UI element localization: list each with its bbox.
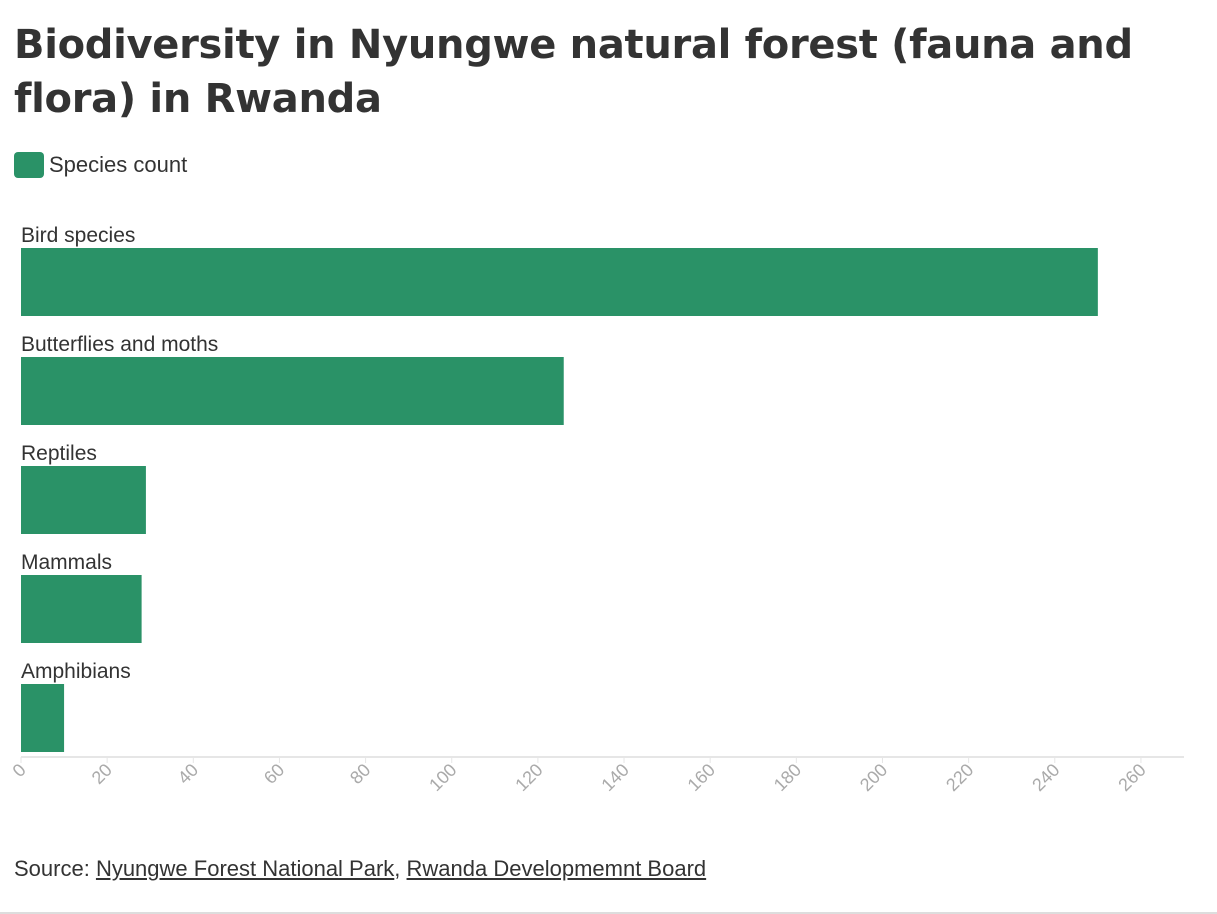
bar[interactable] [21,684,65,752]
source-prefix: Source: [14,856,96,881]
source-link-rdb[interactable]: Rwanda Developmemnt Board [406,856,707,881]
x-tick-label: 220 [942,760,977,795]
bar[interactable] [21,466,146,534]
bar[interactable] [21,248,1098,316]
category-label: Butterflies and moths [21,333,218,356]
category-label: Bird species [21,224,135,247]
x-tick-label: 240 [1028,760,1063,795]
x-tick-label: 60 [260,760,288,788]
category-label: Amphibians [21,660,131,683]
chart-title: Biodiversity in Nyungwe natural forest (… [14,22,1133,122]
x-tick-label: 140 [597,760,632,795]
source-link-nyungwe[interactable]: Nyungwe Forest National Park [95,856,395,881]
legend-swatch [14,152,44,178]
x-tick-label: 200 [856,760,891,795]
legend-label: Species count [49,152,188,177]
bottom-divider [0,912,1217,914]
x-tick-label: 0 [9,760,30,781]
x-tick-label: 160 [684,760,719,795]
source-note: Source: Nyungwe Forest National Park, Rw… [14,856,706,882]
legend: Species count [14,152,187,178]
x-tick-label: 20 [88,760,116,788]
x-tick-label: 120 [511,760,546,795]
x-tick-label: 40 [174,760,202,788]
source-separator: , [394,856,407,881]
bar[interactable] [21,575,142,643]
bar[interactable] [21,357,564,425]
x-tick-label: 80 [346,760,374,788]
x-tick-label: 180 [770,760,805,795]
category-label: Mammals [21,551,112,574]
x-tick-label: 100 [425,760,460,795]
bar-chart: Bird species Butterflies and moths Reptile… [9,224,1184,795]
x-tick-label: 260 [1114,760,1149,795]
category-label: Reptiles [21,442,97,465]
